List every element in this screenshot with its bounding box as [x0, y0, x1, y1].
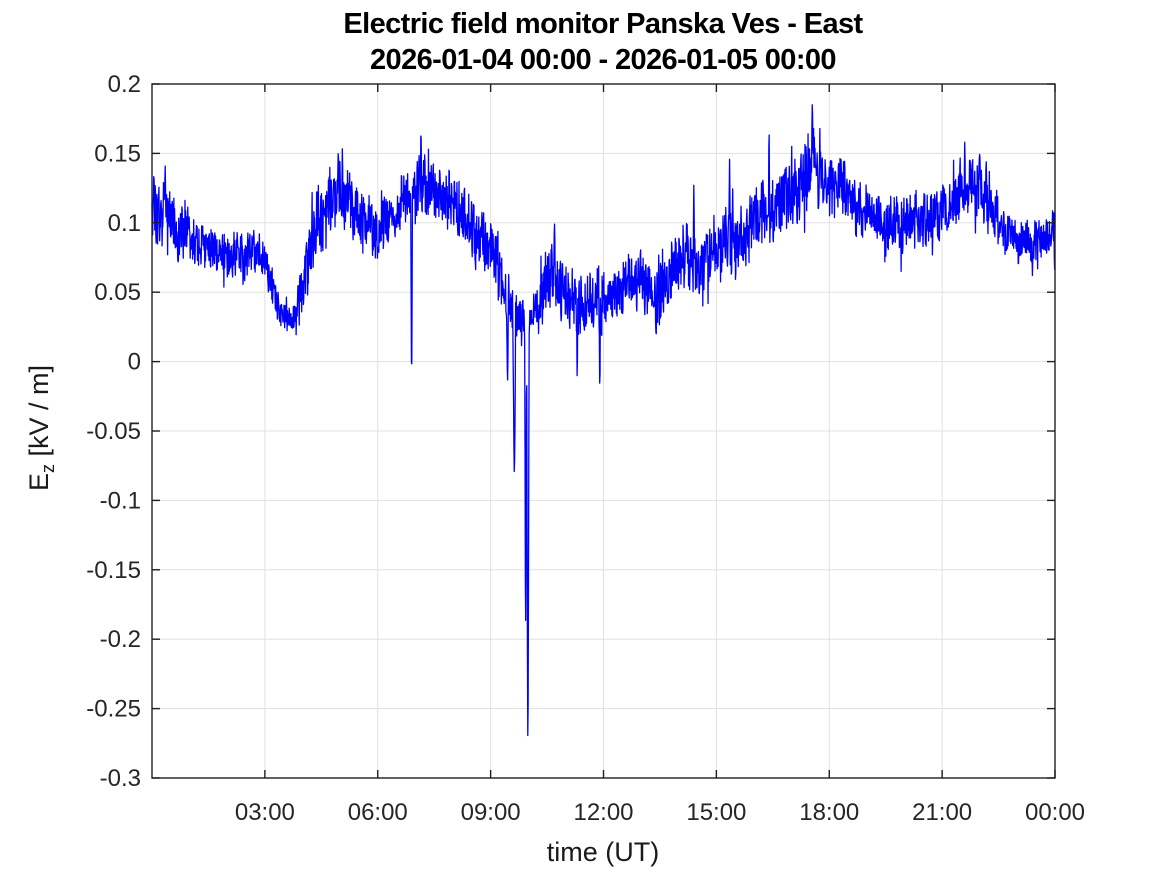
y-tick-label: 0.2	[108, 71, 141, 98]
x-tick-label: 15:00	[686, 799, 746, 826]
y-axis-label-subscript: z	[38, 464, 58, 473]
x-tick-label: 03:00	[235, 799, 295, 826]
y-tick-label: 0.15	[94, 140, 141, 167]
ez-series-line	[151, 104, 1056, 737]
y-tick-label: 0.05	[94, 279, 141, 306]
y-tick-label: -0.15	[86, 557, 141, 584]
chart-title: Electric field monitor Panska Ves - East	[343, 8, 863, 40]
x-tick-label: 18:00	[799, 799, 859, 826]
y-tick-label: -0.05	[86, 418, 141, 445]
x-tick-label: 00:00	[1025, 799, 1085, 826]
y-tick-label: -0.3	[100, 765, 141, 792]
y-tick-label: -0.25	[86, 696, 141, 723]
y-axis-label-symbol: E	[24, 473, 54, 491]
y-axis-label: Ez [kV / m]	[24, 365, 58, 491]
y-tick-label: 0	[128, 349, 141, 376]
y-tick-label: -0.2	[100, 626, 141, 653]
y-tick-labels: 0.2 0.15 0.1 0.05 0 -0.05 -0.1 -0.15 -0.2 -0.25 -0…	[86, 71, 141, 792]
x-tick-label: 21:00	[912, 799, 972, 826]
chart-subtitle: 2026-01-04 00:00 - 2026-01-05 00:00	[370, 44, 836, 76]
x-axis-label: time (UT)	[547, 837, 659, 867]
y-axis-label-units: [kV / m]	[24, 365, 54, 464]
y-tick-label: 0.1	[108, 210, 141, 237]
plot-area-border	[151, 83, 1056, 779]
grid-lines	[152, 84, 1055, 778]
y-tick-label: -0.1	[100, 487, 141, 514]
x-tick-label: 06:00	[348, 799, 408, 826]
x-tick-label: 09:00	[461, 799, 521, 826]
x-tick-label: 12:00	[573, 799, 633, 826]
x-tick-labels: 03:00 06:00 09:00 12:00 15:00 18:00 21:00 00:00	[235, 799, 1085, 826]
axis-ticks	[152, 83, 1056, 779]
ez-series	[151, 104, 1056, 737]
